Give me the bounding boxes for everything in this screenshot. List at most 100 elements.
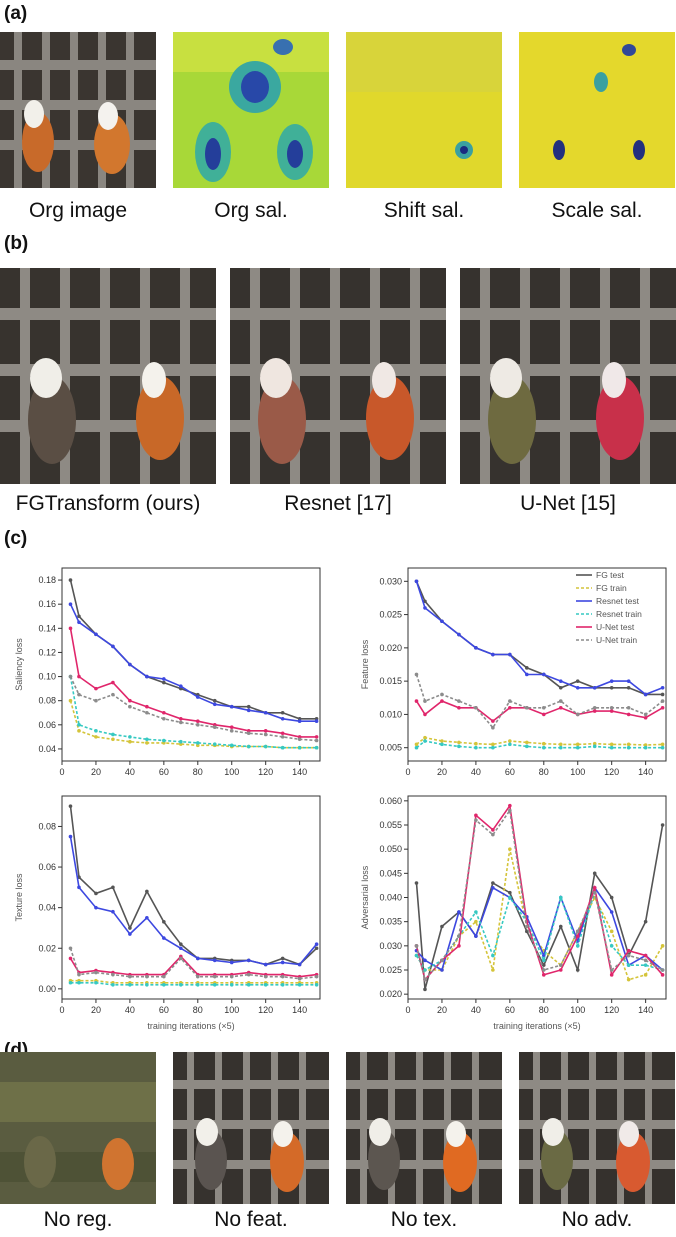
adversarial-loss-chart: 0 20 40 60 80 100 120 140 0.020 0.025 0.030 0.035 0.… — [346, 788, 676, 1035]
resnet-train-point — [592, 744, 597, 749]
unet-train-point — [229, 974, 234, 979]
resnet-test-point — [314, 719, 319, 723]
unet-test-point — [314, 735, 319, 739]
unet-test-point — [94, 686, 98, 691]
unet-test-point — [592, 709, 597, 713]
fg-train-point — [626, 742, 631, 747]
x-tick-label: 40 — [471, 767, 481, 777]
fg-test-point — [541, 963, 546, 967]
resnet-train-point — [525, 744, 529, 749]
x-tick-label: 0 — [59, 767, 64, 777]
resnet-test-point — [440, 968, 444, 972]
unet-test-point — [660, 705, 665, 710]
unet-test-point — [491, 828, 495, 832]
unet-train-point — [314, 738, 319, 743]
resnet-test-point — [626, 679, 631, 683]
adversarial-chart-svg: 0 20 40 60 80 100 120 140 0.020 0.025 0.030 0.035 0.… — [360, 795, 667, 1031]
resnet-train-point — [491, 953, 495, 958]
unet-train-point — [77, 972, 81, 977]
resnet-test-point — [263, 962, 268, 967]
unet-train-point — [246, 731, 251, 736]
caption-scale-sal: Scale sal. — [551, 199, 643, 222]
unet-train-series-line — [415, 808, 663, 982]
resnet-test-series-line — [415, 581, 663, 696]
resnet-train-point — [508, 895, 512, 900]
unet-train-point — [525, 705, 529, 710]
legend-entry: U-Net test — [596, 622, 635, 632]
fg-test-series-line — [415, 824, 664, 990]
panel-a-label: (a) — [4, 3, 28, 24]
x-tick-label: 20 — [437, 1005, 447, 1015]
x-tick-label: 40 — [125, 767, 135, 777]
unet-train-point — [609, 968, 614, 972]
fg-test-point — [592, 871, 597, 876]
x-tick-label: 60 — [505, 767, 515, 777]
unet-result-image — [460, 268, 676, 484]
y-tick-label: 0.12 — [38, 647, 56, 657]
fg-test-point — [162, 920, 166, 924]
x-axis-label: training iterations (×5) — [147, 1021, 234, 1031]
y-tick-label: 0.10 — [38, 672, 56, 682]
x-tick-label: 80 — [193, 767, 203, 777]
unet-train-point — [575, 929, 580, 934]
unet-train-point — [508, 808, 512, 813]
resnet-train-point — [558, 895, 563, 900]
resnet-test-point — [558, 679, 563, 683]
fg-train-point — [491, 742, 495, 747]
unet-train-point — [280, 735, 285, 739]
fg-train-series-line — [416, 736, 663, 746]
fg-test-point — [660, 823, 665, 827]
fg-test-point — [280, 956, 285, 961]
y-tick-label: 0.18 — [38, 575, 56, 585]
unet-test-point — [111, 680, 115, 685]
resnet-test-point — [128, 662, 132, 667]
y-tick-label: 0.04 — [38, 903, 56, 913]
unet-train-point — [423, 977, 427, 982]
fg-train-point — [474, 919, 478, 924]
y-tick-label: 0.045 — [379, 868, 402, 878]
resnet-train-series-line — [416, 740, 663, 749]
unet-test-point — [128, 698, 132, 703]
resnet-test-point — [491, 886, 495, 890]
plot-frame — [61, 795, 321, 1000]
unet-train-point — [179, 720, 183, 725]
unet-test-point — [575, 934, 580, 938]
y-tick-label: 0.050 — [379, 844, 402, 854]
resnet-test-point — [423, 958, 427, 963]
unet-train-point — [558, 963, 563, 967]
fg-test-point — [145, 889, 149, 894]
resnet-test-point — [128, 932, 132, 936]
resnet-test-point — [491, 652, 495, 657]
unet-test-point — [195, 719, 200, 723]
resnet-train-point — [297, 982, 302, 987]
x-tick-label: 120 — [258, 767, 273, 777]
y-tick-label: 0.025 — [379, 610, 402, 620]
fg-train-series-line — [70, 979, 317, 984]
unet-test-point — [423, 712, 427, 717]
unet-test-point — [162, 710, 166, 715]
unet-train-point — [229, 729, 234, 733]
scale-saliency-map — [519, 32, 675, 188]
fg-train-point — [541, 741, 546, 746]
fg-train-point — [423, 735, 427, 740]
resnet-train-point — [145, 982, 149, 987]
resnet-train-point — [128, 982, 132, 987]
unet-test-point — [626, 948, 631, 953]
x-tick-label: 0 — [405, 767, 410, 777]
unet-train-point — [280, 974, 285, 979]
unet-train-point — [128, 704, 132, 709]
x-tick-label: 100 — [224, 767, 239, 777]
x-tick-label: 100 — [570, 1005, 585, 1015]
y-tick-label: 0.14 — [38, 623, 56, 633]
unet-train-point — [592, 705, 597, 710]
fg-test-point — [314, 946, 319, 951]
resnet-test-point — [212, 702, 217, 707]
unet-train-point — [297, 976, 302, 981]
resnet-train-point — [229, 982, 234, 987]
resnet-test-point — [474, 934, 478, 938]
resnet-train-point — [457, 744, 461, 749]
resnet-test-point — [643, 692, 648, 697]
caption-unet: U-Net [15] — [520, 492, 616, 515]
fg-train-point — [77, 729, 81, 733]
resnet-test-point — [229, 704, 234, 709]
